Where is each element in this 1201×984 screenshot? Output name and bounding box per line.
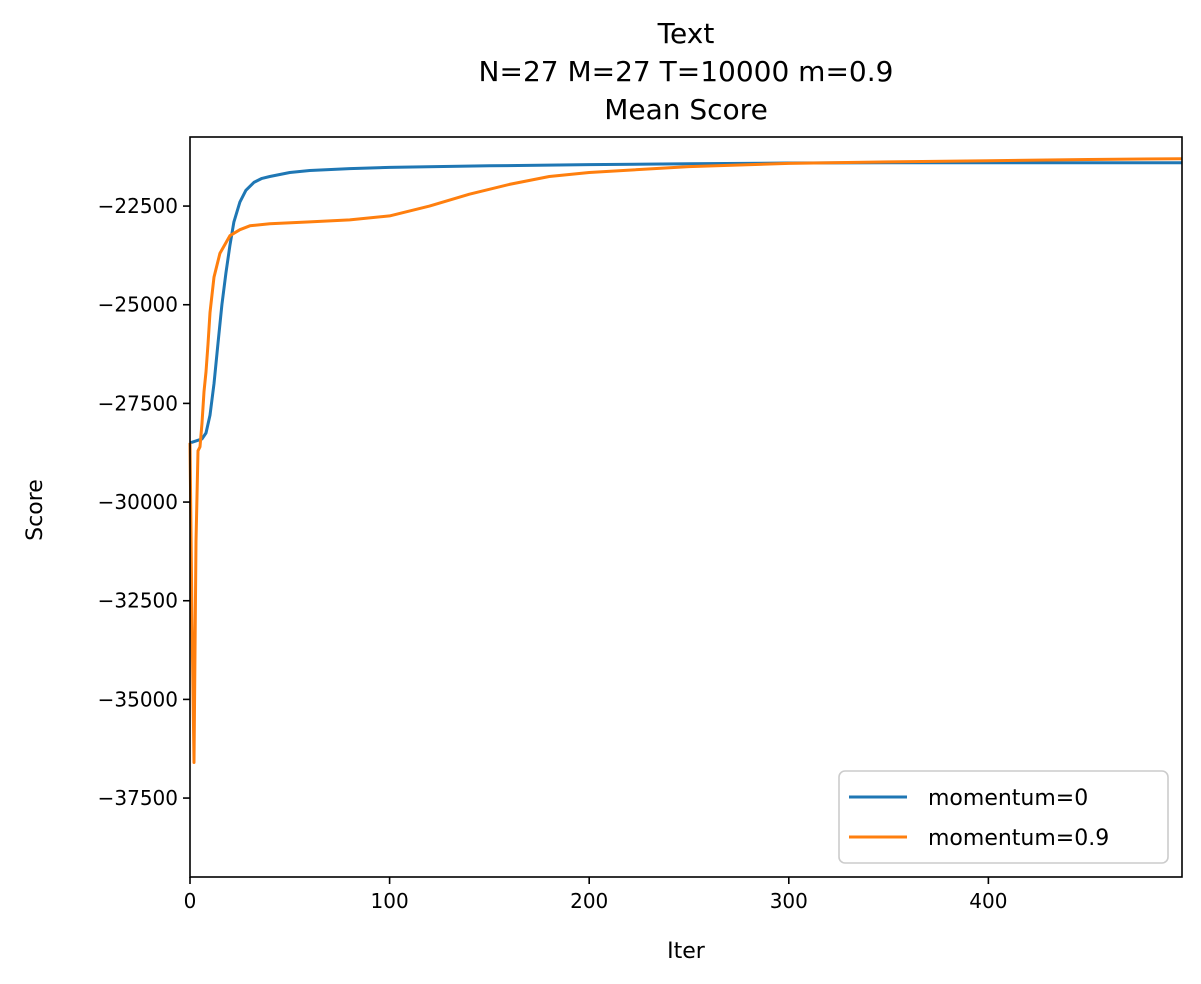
legend-box: [838, 770, 1169, 864]
y-tick-label: −37500: [98, 786, 178, 810]
x-tick-label: 200: [570, 889, 608, 913]
series-line-momentum-0-9: [188, 157, 1183, 764]
y-axis: −22500 −25000 −27500 −30000 −32500 −35000 −375…: [98, 194, 190, 810]
x-tick-label: 400: [969, 889, 1007, 913]
series-line-momentum-0: [189, 161, 1182, 445]
series-layer: [188, 157, 1183, 764]
y-axis-label: Score: [23, 479, 48, 541]
y-tick-label: −35000: [98, 687, 178, 711]
x-tick-label: 0: [184, 889, 197, 913]
legend: momentum=0 momentum=0.9: [838, 770, 1169, 864]
chart-title-line-3: Mean Score: [604, 93, 768, 126]
y-tick-label: −27500: [98, 391, 178, 415]
x-axis: 0 100 200 300 400: [184, 877, 1007, 913]
y-tick-label: −22500: [98, 194, 178, 218]
y-tick-label: −32500: [98, 589, 178, 613]
legend-label-momentum-0: momentum=0: [928, 786, 1088, 811]
x-tick-label: 300: [770, 889, 808, 913]
plot-area-frame: [189, 136, 1183, 878]
legend-label-momentum-0-9: momentum=0.9: [928, 826, 1109, 851]
y-tick-label: −25000: [98, 293, 178, 317]
y-tick-label: −30000: [98, 490, 178, 514]
x-axis-label: Iter: [667, 939, 706, 964]
chart-title-line-1: Text: [657, 17, 715, 50]
chart-title-line-2: N=27 M=27 T=10000 m=0.9: [478, 55, 894, 88]
x-tick-label: 100: [371, 889, 409, 913]
